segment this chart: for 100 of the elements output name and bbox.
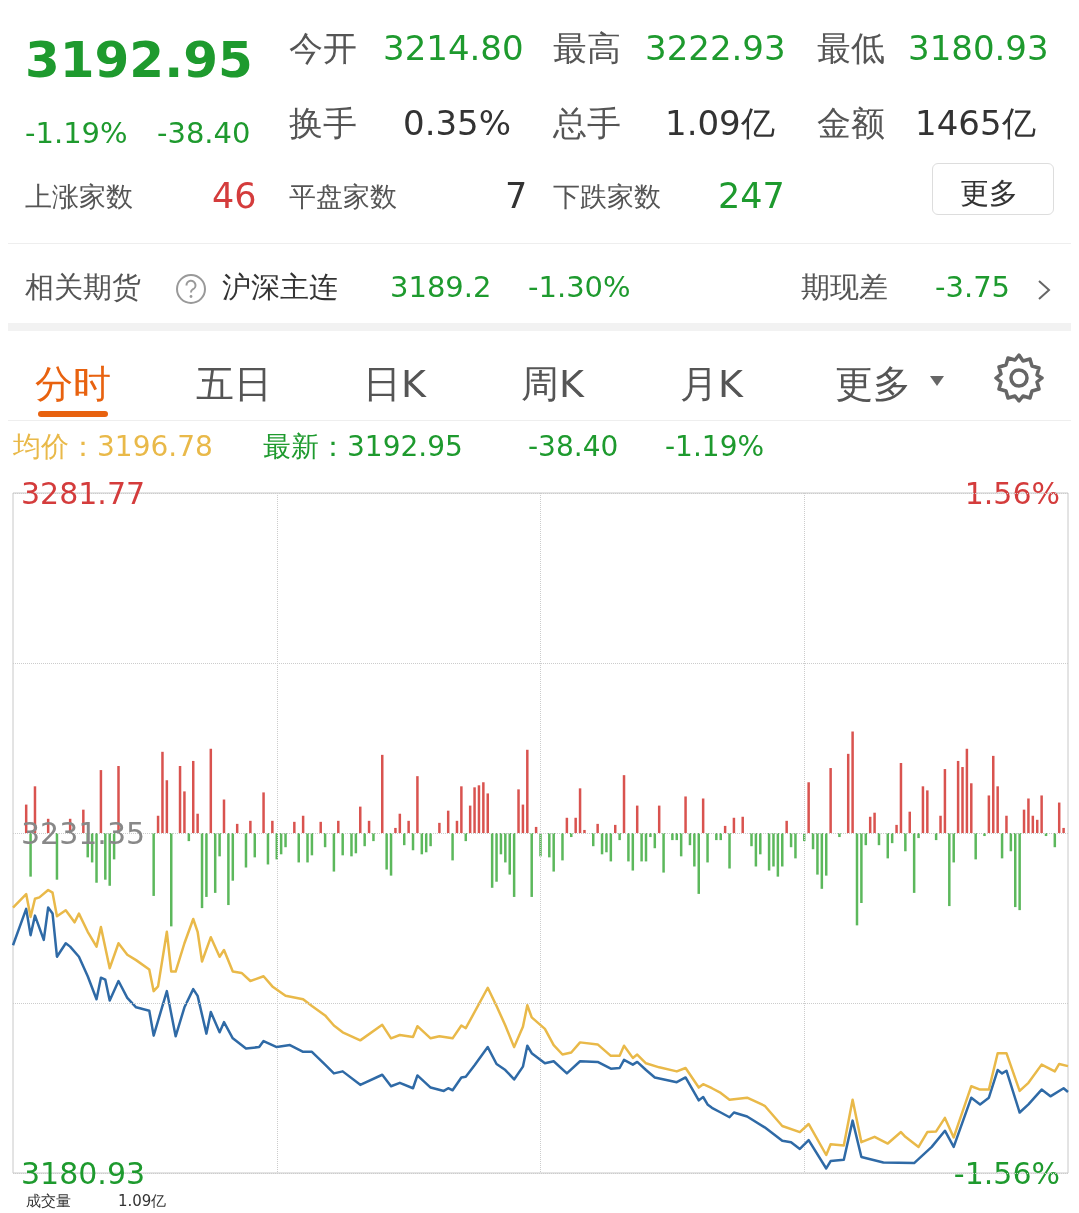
bar	[618, 833, 621, 841]
bar	[539, 833, 542, 857]
bar	[205, 833, 208, 897]
bar	[363, 833, 366, 847]
text: -38.40	[157, 116, 251, 151]
bar	[873, 812, 876, 833]
bar	[649, 833, 652, 838]
bar	[772, 833, 775, 867]
text: 期现差	[801, 270, 888, 305]
bar	[706, 833, 709, 863]
bar	[816, 833, 819, 875]
text: 7	[505, 175, 528, 217]
bar	[719, 833, 722, 841]
bar	[838, 833, 841, 838]
bar	[508, 833, 511, 875]
bar	[218, 833, 221, 857]
bar	[715, 833, 718, 841]
bar	[152, 833, 155, 896]
text: 247	[718, 175, 785, 217]
bar	[895, 824, 898, 833]
bar	[196, 813, 199, 833]
bar	[319, 821, 322, 833]
bar	[684, 796, 687, 833]
bar	[662, 833, 665, 873]
bar	[161, 751, 164, 833]
bar	[495, 833, 498, 882]
text: 今开	[289, 28, 357, 69]
text: 换手	[289, 103, 357, 144]
bar	[693, 833, 696, 867]
text: -1.19%	[25, 116, 128, 151]
text: 更多	[960, 176, 1018, 211]
bar	[1018, 833, 1021, 911]
bar	[785, 820, 788, 833]
bar	[794, 833, 797, 859]
bar	[394, 827, 397, 833]
text: 成交量	[26, 1191, 71, 1210]
bar	[530, 833, 533, 897]
text: 五日	[196, 362, 272, 408]
bar	[227, 833, 230, 906]
y2-tick-label: -1.56%	[953, 1155, 1060, 1191]
text: 相关期货	[25, 270, 141, 305]
bar	[183, 791, 186, 833]
bar	[306, 833, 309, 863]
y2-tick-label: 1.56%	[964, 475, 1060, 511]
text: 1465亿	[915, 103, 1036, 144]
bar	[961, 767, 964, 833]
bar	[350, 833, 353, 857]
y-tick-label: 3281.77	[21, 475, 146, 511]
text: -1.19%	[665, 429, 765, 463]
text: 平盘家数	[289, 181, 397, 214]
bar	[917, 833, 920, 839]
bar	[1014, 833, 1017, 908]
bar	[385, 833, 388, 870]
text: 3214.80	[383, 28, 524, 69]
text: 总手	[553, 103, 621, 144]
bar	[293, 821, 296, 833]
text: 1.09亿	[118, 1191, 167, 1210]
bar	[451, 833, 454, 861]
text: 最低	[817, 28, 885, 69]
bar	[407, 820, 410, 833]
bar	[627, 833, 630, 862]
text: 周K	[521, 362, 584, 408]
bar	[728, 833, 731, 869]
bar	[359, 806, 362, 833]
text: -38.40	[528, 429, 619, 463]
text: 月K	[680, 362, 743, 408]
text: 3222.93	[645, 28, 786, 69]
bar	[741, 816, 744, 833]
bar	[1062, 827, 1065, 833]
bar	[429, 833, 432, 847]
bar	[939, 815, 942, 833]
bar	[552, 833, 555, 872]
text: -1.30%	[528, 270, 631, 305]
bar	[372, 833, 375, 842]
text: 金额	[817, 103, 885, 144]
bar	[807, 782, 810, 833]
text: 最高	[553, 28, 621, 69]
bar	[284, 833, 287, 848]
text: 更多	[835, 362, 911, 408]
bar	[803, 833, 806, 842]
bar	[851, 731, 854, 833]
text: 沪深主连	[222, 270, 338, 305]
text: 最新：3192.95	[263, 429, 463, 463]
bar	[262, 792, 265, 833]
bar	[1005, 815, 1008, 833]
bar	[1040, 795, 1043, 833]
bar	[974, 833, 977, 860]
bar	[596, 823, 599, 833]
text: 1.09亿	[665, 103, 775, 144]
bar	[750, 833, 753, 847]
bar	[249, 820, 252, 833]
bar	[592, 833, 595, 847]
bar	[992, 755, 995, 833]
text: 3192.95	[25, 30, 253, 90]
bar	[570, 833, 573, 838]
y-tick-label: 3180.93	[21, 1155, 146, 1191]
bar	[926, 790, 929, 833]
bar	[460, 786, 463, 833]
text: 上涨家数	[25, 181, 133, 214]
text: 3189.2	[390, 270, 492, 305]
